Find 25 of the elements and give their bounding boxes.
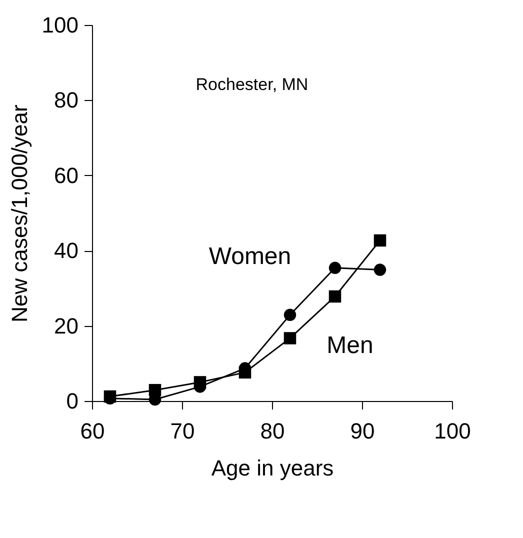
point [148, 384, 162, 396]
point [328, 290, 342, 303]
point [328, 262, 342, 274]
series-label: Men [326, 332, 374, 360]
point [374, 234, 386, 247]
annotation: Rochester, MN [196, 75, 308, 94]
x-tick-label: 100 [434, 418, 471, 444]
y-tick-label: 20 [54, 313, 78, 338]
x-tick-label: 80 [260, 418, 285, 444]
y-tick-label: 0 [66, 388, 78, 414]
y-tick-label: 60 [54, 162, 78, 188]
y-tick-label: 80 [54, 88, 78, 113]
series-label: Women [208, 242, 292, 270]
point [284, 308, 296, 322]
x-tick-label: 60 [80, 418, 105, 444]
x-tick-label: 90 [350, 418, 375, 444]
point [284, 332, 296, 344]
y-axis-title: New cases/1,000/year [6, 104, 32, 322]
x-axis-title: Age in years [211, 456, 334, 480]
x-tick-label: 70 [170, 418, 195, 444]
point [194, 376, 206, 388]
point [374, 264, 386, 276]
y-tick-label: 100 [42, 12, 78, 38]
point [238, 366, 252, 379]
y-tick-label: 40 [54, 238, 78, 264]
